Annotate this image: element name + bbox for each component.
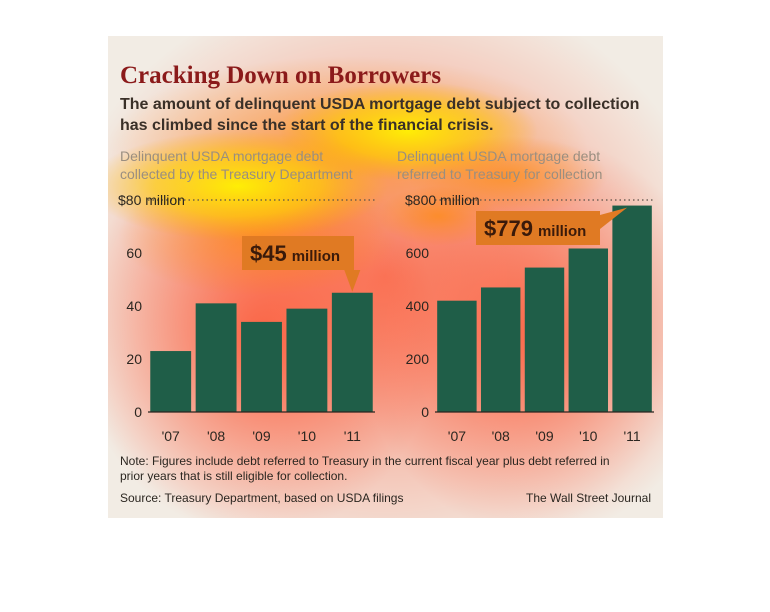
left-bar [195,303,237,412]
right-callout-unit: million [538,223,586,240]
note-line-1: Note: Figures include debt referred to T… [120,454,610,468]
right-y-tick-label: 400 [406,298,430,314]
right-bar [568,248,609,412]
left-callout: $45 million [242,236,361,292]
right-y-tick-label: 0 [421,404,429,420]
bar-charts: 0 20 40 60 $80 million '07 '08 '09 '10 '11 $45 mill… [118,192,654,444]
left-y-tick-label: 0 [134,404,142,420]
right-callout-label: $779 million [484,216,586,241]
left-bar [331,292,373,412]
source-text: Source: Treasury Department, based on US… [120,491,404,505]
subtitle-line-1: The amount of delinquent USDA mortgage d… [120,96,640,113]
right-bar [437,300,477,412]
left-callout-pointer [344,270,361,292]
left-callout-box [242,236,354,270]
right-x-tick-label: '08 [492,428,510,444]
left-y-tick-label: $80 million [118,192,185,208]
right-callout-box [476,211,600,245]
right-x-tick-label: '10 [579,428,597,444]
left-callout-label: $45 million [250,241,340,266]
right-x-tick-label: '11 [623,428,640,444]
left-x-tick-label: '10 [298,428,316,444]
right-bar [524,267,565,412]
chart-card: Cracking Down on Borrowers The amount of… [108,36,663,518]
note-line-2: prior years that is still eligible for c… [120,469,348,483]
right-callout: $779 million [476,207,628,245]
right-callout-value: $779 [484,216,533,241]
left-y-tick-label: 20 [126,351,142,367]
left-x-tick-label: '08 [207,428,225,444]
left-x-tick-label: '07 [162,428,180,444]
left-bar [150,351,192,412]
left-x-tick-label: '11 [344,428,361,444]
right-y-tick-label: $800 million [405,192,480,208]
left-callout-value: $45 [250,241,287,266]
right-chart-title-line-2: referred to Treasury for collection [397,166,603,182]
right-x-tick-label: '09 [535,428,553,444]
left-callout-unit: million [292,248,340,265]
right-y-tick-label: 200 [406,351,430,367]
right-bar [480,287,521,412]
left-y-tick-label: 40 [126,298,142,314]
left-bar [286,308,328,412]
left-x-tick-label: '09 [252,428,270,444]
right-x-tick-label: '07 [448,428,466,444]
publisher-credit: The Wall Street Journal [526,491,651,505]
right-y-tick-label: 600 [406,245,430,261]
subtitle-line-2: has climbed since the start of the finan… [120,117,494,134]
right-chart-title-line-1: Delinquent USDA mortgage debt [397,148,601,164]
left-chart-title-line-1: Delinquent USDA mortgage debt [120,148,324,164]
chart-title: Cracking Down on Borrowers [120,62,442,89]
left-chart-title-line-2: collected by the Treasury Department [120,166,353,182]
left-y-tick-label: 60 [126,245,142,261]
left-bar [241,321,282,412]
right-bar [612,205,652,412]
